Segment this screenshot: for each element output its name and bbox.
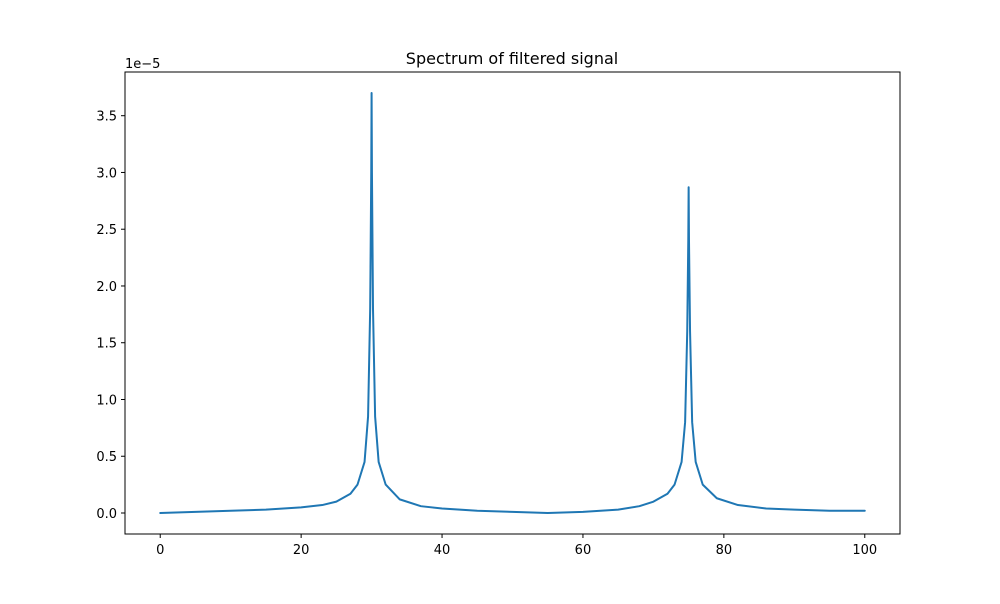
y-tick-label: 1.0 (96, 393, 117, 408)
x-tick-label: 80 (716, 543, 733, 558)
y-tick-label: 3.5 (96, 110, 117, 125)
chart-title: Spectrum of filtered signal (406, 49, 618, 68)
plot-area: 0 20 40 60 80 100 0.0 0.5 1.0 1.5 2.0 2.5 3.0 3.5 (96, 71, 901, 558)
x-tick-label: 100 (852, 543, 877, 558)
series-line-0 (159, 92, 866, 514)
y-tick-label: 2.5 (96, 223, 117, 238)
x-tick-label: 40 (434, 543, 451, 558)
y-tick-label: 1.5 (96, 337, 117, 352)
y-offset-label: 1e−5 (125, 57, 160, 72)
y-tick-label: 3.0 (96, 166, 117, 181)
x-tick-label: 60 (575, 543, 592, 558)
y-tick-label: 2.0 (96, 280, 117, 295)
y-tick-label: 0.0 (96, 507, 117, 522)
x-tick-label: 0 (156, 543, 164, 558)
plot-frame (124, 71, 901, 535)
x-tick-label: 20 (293, 543, 310, 558)
y-tick-label: 0.5 (96, 450, 117, 465)
